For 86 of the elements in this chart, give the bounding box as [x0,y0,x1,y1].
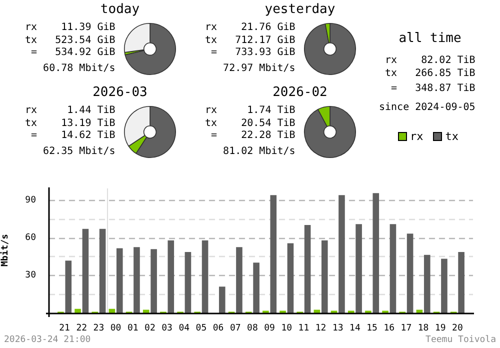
bar [372,193,380,313]
text: rx 21.76 GiB [205,22,296,35]
text: = 348.87 TiB [390,83,476,96]
x-tick-label: 00 [110,324,122,334]
text: since 2024-09-05 [379,102,476,114]
x-tick-label: 21 [59,324,70,334]
x-tick-label: 03 [162,324,172,334]
x-tick-label: 08 [247,324,258,334]
x-tick-label: 01 [127,324,138,334]
x-tick-label: 10 [281,324,292,334]
x-tick-label: 06 [212,324,224,334]
bar [65,260,72,313]
text: 72.97 Mbit/s [222,62,296,76]
bar [356,224,362,313]
bar [270,195,277,313]
x-tick-label: 16 [384,324,395,334]
bar [218,286,226,313]
bar [304,224,311,313]
chart-title: 2026-03 [92,85,148,100]
bar [150,249,157,313]
y-axis-title: Mbit/s [0,234,11,266]
x-tick-label: 07 [230,324,241,334]
x-tick-label: 11 [298,324,310,334]
y-tick-label: 60 [25,232,36,243]
chart-title: yesterday [264,2,336,17]
x-tick-label: 09 [264,324,275,334]
text: = 534.92 GiB [30,47,116,60]
text: rx 1.44 TiB [25,105,116,118]
bar [82,228,89,313]
bar [168,240,174,313]
x-tick-label: 23 [93,324,104,334]
x-tick-label: 02 [144,324,156,334]
text: Teemu Toivola [426,335,496,345]
bar [108,308,116,313]
legend-label: tx [444,130,458,143]
text: rx 11.39 GiB [25,22,116,35]
x-tick-label: 04 [178,324,190,334]
bar [287,243,294,313]
text: 81.02 Mbit/s [222,146,296,158]
bar [184,252,192,313]
text: tx 523.54 GiB [25,34,116,47]
bar [441,258,448,313]
bar [99,228,106,313]
text: rx 82.02 TiB [384,55,476,68]
y-tick-label: 30 [25,270,36,281]
bar [390,224,396,313]
x-tick-label: 14 [350,324,360,334]
bar [236,247,242,313]
text: tx 266.85 TiB [384,68,476,80]
bar [134,247,140,313]
bar [416,310,423,313]
text: = 22.28 TiB [210,130,296,143]
text: 62.35 Mbit/s [42,146,116,158]
x-tick-label: 20 [452,324,463,334]
y-tick-label: 90 [25,195,36,206]
bar [424,254,430,313]
bar [74,308,81,313]
bar [458,252,464,313]
text: tx 712.17 GiB [205,34,296,47]
chart-title: 2026-02 [272,85,328,100]
bar [406,234,414,313]
bar [314,310,320,313]
text: 2026-03-24 21:00 [4,335,91,345]
legend-label: rx [409,130,424,143]
x-tick-label: 17 [400,324,412,334]
text: 60.78 Mbit/s [42,62,116,76]
x-tick-label: 13 [332,324,344,334]
x-tick-label: 18 [418,324,429,334]
x-tick-label: 22 [76,324,88,334]
text: all time [398,31,462,46]
chart-title: today [99,2,141,17]
bar [338,195,345,313]
x-tick-label: 12 [315,324,326,334]
bar [253,262,260,313]
bar [202,240,208,313]
text: = 14.62 TiB [30,130,116,143]
bar [321,240,328,313]
x-tick-label: 15 [366,324,378,334]
x-tick-label: 05 [196,324,207,334]
bar [142,310,150,313]
text: = 733.93 GiB [210,47,296,60]
bar [116,248,123,313]
text: tx 20.54 TiB [205,118,296,130]
text: tx 13.19 TiB [25,118,116,130]
x-tick-label: 19 [434,324,446,334]
text: rx 1.74 TiB [205,105,296,118]
